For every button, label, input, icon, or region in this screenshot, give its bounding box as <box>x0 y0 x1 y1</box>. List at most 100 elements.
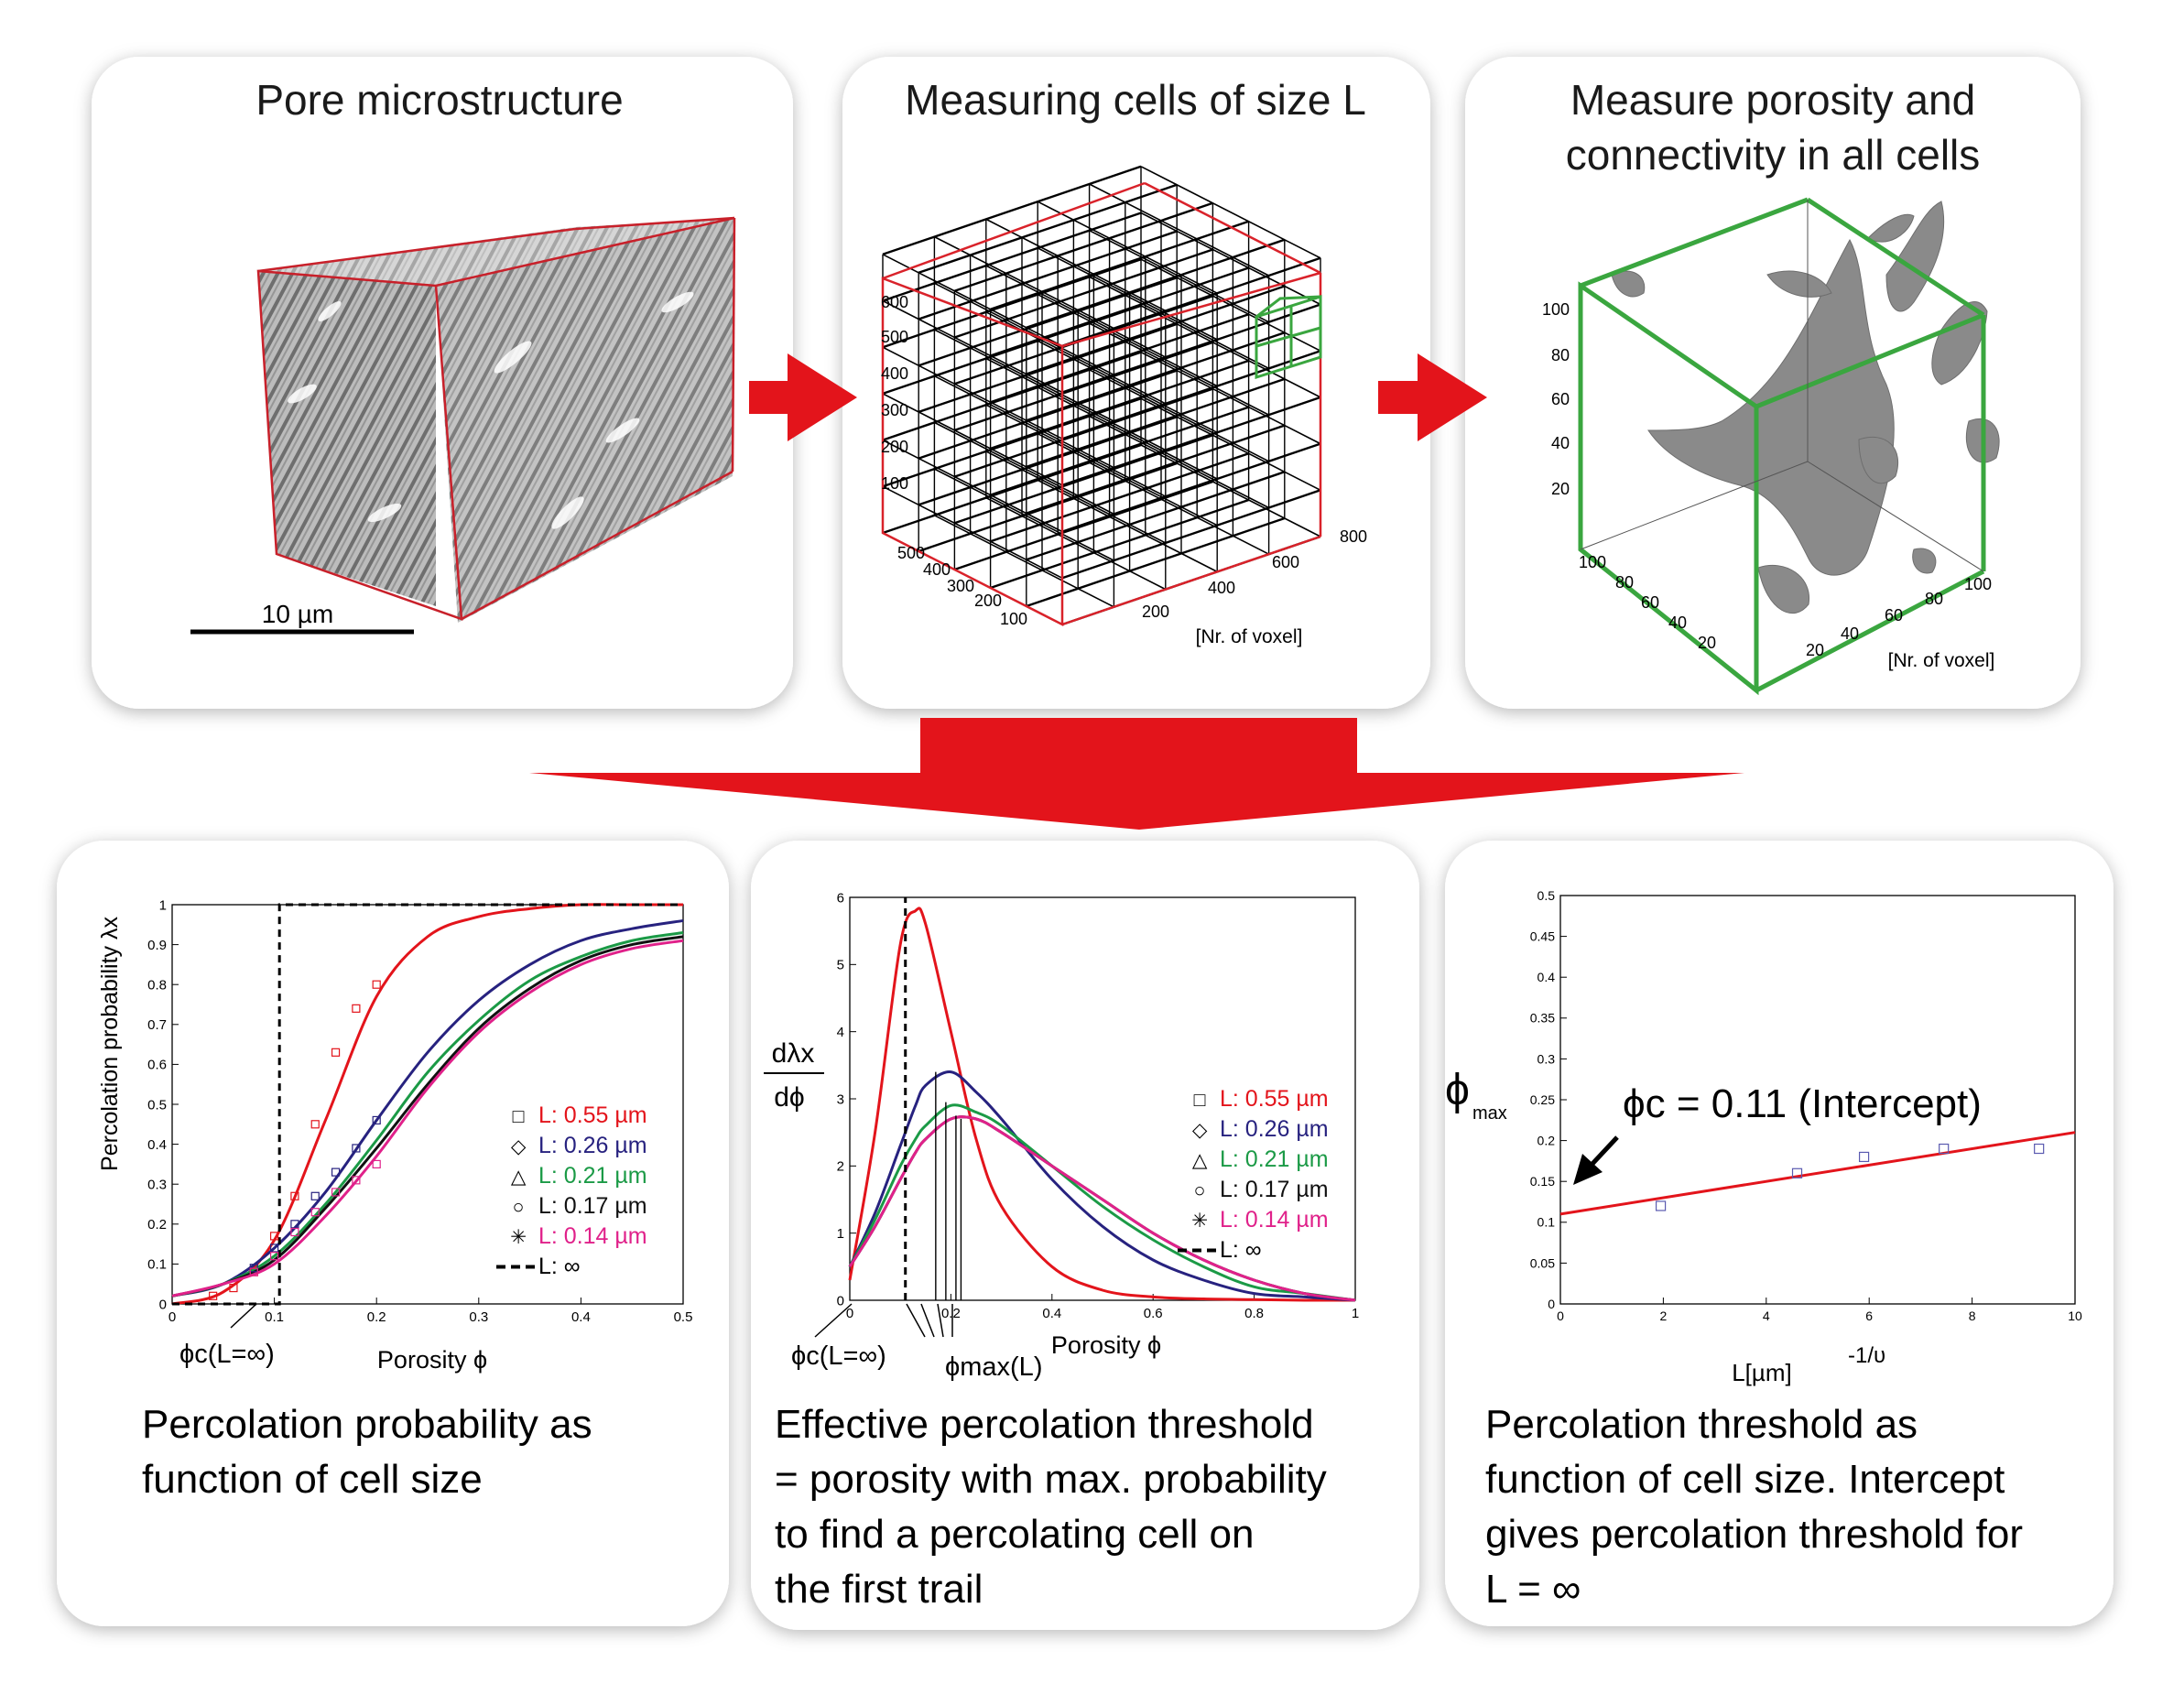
series-line <box>848 1070 1356 1302</box>
x-tick-label: 0 <box>846 1306 853 1321</box>
deriv-caption-line2: = porosity with max. probability <box>775 1457 1327 1502</box>
data-point <box>270 1243 279 1253</box>
prob-caption-line2: function of cell size <box>142 1457 483 1502</box>
data-point <box>310 1191 320 1200</box>
legend-label: L: 0.17 µm <box>538 1193 647 1219</box>
measure-z-tick: 100 <box>1542 300 1570 319</box>
cells-y-tick: 100 <box>1000 610 1027 628</box>
chart-percolation-probability: 0 0.1 0.2 0.3 0.4 0.5 0 0.1 0.2 0.3 0.4 0.5 0.6 0.7 0.… <box>147 897 692 1325</box>
cell-grid-line <box>1026 471 1286 561</box>
cell-grid-line <box>918 277 1178 367</box>
cell-grid-line <box>990 220 1249 310</box>
deriv-xlabel: Porosity ϕ <box>1051 1331 1161 1359</box>
data-point <box>229 1283 238 1293</box>
cell-grid-line <box>990 452 1249 543</box>
cells-z-tick: 400 <box>881 364 908 383</box>
data-point <box>310 1208 320 1217</box>
legend-marker: ◇ <box>511 1135 527 1157</box>
cell-grid-line <box>1026 424 1286 515</box>
y-tick-label: 0.05 <box>1530 1255 1555 1270</box>
legend-label: L: 0.26 µm <box>1220 1116 1329 1142</box>
thresh-ylabel-sub: max <box>1472 1103 1507 1124</box>
y-tick-label: 0.5 <box>147 1097 167 1113</box>
data-point <box>1939 1143 1950 1155</box>
cells-axis-label: [Nr. of voxel] <box>1196 626 1303 647</box>
legend-marker: ○ <box>513 1196 525 1218</box>
measure-inner-frame <box>1580 200 1984 572</box>
y-tick-label: 5 <box>837 958 844 973</box>
cell-grid-line <box>882 212 1142 302</box>
chart-threshold-vs-size: 0 2 4 6 8 10 0 0.05 0.1 0.15 0.2 0.25 0.3 0.35 0.4 0.45… <box>1530 888 2082 1323</box>
thresh-xlabel-sup: -1/υ <box>1848 1343 1885 1368</box>
cells-z-tick: 500 <box>881 328 908 346</box>
deriv-caption-line1: Effective percolation threshold <box>775 1402 1314 1447</box>
cell-grid-line <box>882 258 1142 349</box>
cells-x-tick: 800 <box>1340 527 1367 546</box>
legend-label: L: ∞ <box>538 1254 581 1279</box>
cells-x-tick: 200 <box>1142 603 1169 621</box>
cell-grid-line <box>954 341 1213 432</box>
data-point <box>290 1191 299 1200</box>
cell-grid-line <box>954 434 1213 525</box>
measure-y-tick: 40 <box>1668 614 1687 632</box>
prob-phi-c-label: ϕc(L=∞) <box>179 1340 275 1369</box>
x-tick-label: 10 <box>2068 1309 2082 1323</box>
cell-grid-line <box>1026 377 1286 469</box>
y-tick-label: 1 <box>159 897 167 913</box>
prob-caption-line1: Percolation probability as <box>142 1402 592 1447</box>
data-point <box>2034 1143 2045 1155</box>
cell-grid-line <box>882 165 1142 255</box>
legend-label: L: ∞ <box>1220 1237 1262 1263</box>
deriv-ylabel-num: dλx <box>772 1038 815 1069</box>
cells-y-tick: 500 <box>897 544 925 562</box>
cell-grid-line <box>1061 350 1321 440</box>
y-tick-label: 0.4 <box>147 1137 167 1153</box>
cell-grid-line <box>918 322 1178 414</box>
y-tick-label: 1 <box>837 1226 844 1242</box>
cell-grid-line <box>1061 256 1321 347</box>
y-tick-label: 2 <box>837 1159 844 1175</box>
cell-grid-line <box>990 266 1249 357</box>
y-tick-label: 0 <box>159 1297 167 1312</box>
cells-z-tick: 200 <box>881 438 908 456</box>
thresh-caption-line2: function of cell size. Intercept <box>1485 1457 2005 1502</box>
cells-axis-ticks: 100 200 300 400 500 600 100 200 300 400 … <box>881 293 1367 628</box>
cell-grid-line <box>918 230 1178 320</box>
measure-z-tick: 60 <box>1551 390 1570 408</box>
cells-title: Measuring cells of size L <box>905 76 1366 124</box>
measure-z-tick: 20 <box>1551 480 1570 498</box>
data-point <box>270 1252 279 1261</box>
pore-scale-label: 10 µm <box>262 600 333 628</box>
card-threshold-vs-size <box>1445 841 2113 1626</box>
data-point <box>290 1220 299 1229</box>
thresh-caption-line4: L = ∞ <box>1485 1567 1581 1612</box>
cell-grid-line <box>882 351 1142 441</box>
pore-volume-render <box>256 216 736 623</box>
y-tick-label: 0.3 <box>147 1177 167 1192</box>
x-tick-label: 0 <box>168 1309 176 1325</box>
cell-grid-line <box>954 201 1213 292</box>
deriv-caption-line3: to find a percolating cell on <box>775 1512 1254 1557</box>
legend-label: L: 0.55 µm <box>1220 1086 1329 1112</box>
data-point <box>372 1115 381 1125</box>
x-tick-label: 0.2 <box>941 1306 961 1321</box>
cells-grid-lattice <box>882 165 1321 626</box>
data-point <box>1858 1151 1870 1163</box>
y-tick-label: 0 <box>1548 1297 1555 1311</box>
measure-x-tick: 80 <box>1925 590 1943 608</box>
cell-grid-line <box>1140 166 1321 259</box>
cell-grid-line <box>1061 489 1321 580</box>
series-line <box>171 935 684 1298</box>
legend-marker: ✳ <box>1191 1210 1208 1232</box>
x-tick-label: 0.4 <box>1042 1306 1061 1321</box>
x-tick-label: 0.2 <box>367 1309 386 1325</box>
legend-marker: ✳ <box>510 1226 527 1248</box>
data-point <box>1791 1167 1803 1178</box>
legend-label: L: 0.55 µm <box>538 1102 647 1128</box>
series-line <box>171 918 684 1298</box>
measure-z-tick: 80 <box>1551 346 1570 364</box>
y-tick-label: 0.7 <box>147 1017 167 1033</box>
arrow-down-wide-icon <box>529 718 1744 830</box>
cell-grid-line <box>882 443 1142 535</box>
cell-grid-line <box>882 397 1142 488</box>
